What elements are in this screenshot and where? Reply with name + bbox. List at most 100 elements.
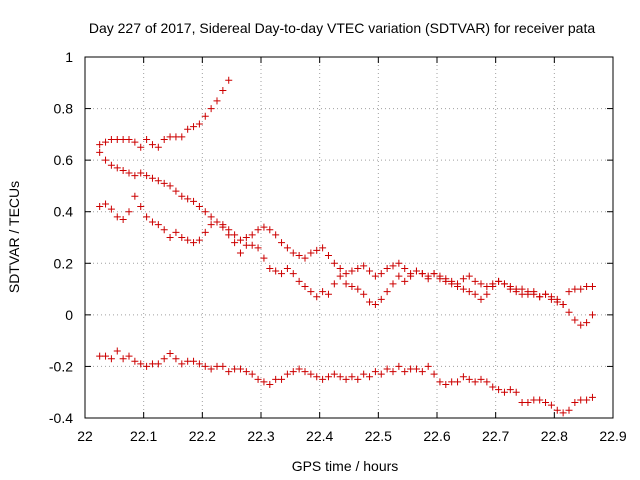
data-point [377, 270, 385, 278]
data-point [512, 288, 520, 296]
data-point [260, 223, 268, 231]
data-point [307, 370, 315, 378]
data-point [272, 267, 280, 275]
data-point [330, 259, 338, 267]
data-point [366, 373, 374, 381]
data-point [160, 355, 168, 363]
data-point [383, 365, 391, 373]
data-point [336, 373, 344, 381]
data-point [389, 368, 397, 376]
data-point [389, 280, 397, 288]
y-tick-label: 0.2 [54, 255, 74, 271]
data-point [242, 368, 250, 376]
data-point [571, 399, 579, 407]
data-point [178, 360, 186, 368]
data-point [459, 285, 467, 293]
data-point [583, 396, 591, 404]
data-point [477, 295, 485, 303]
data-point [113, 136, 121, 144]
data-point [96, 141, 104, 149]
x-tick-label: 22.6 [423, 428, 450, 444]
data-point [254, 244, 262, 252]
data-point [477, 375, 485, 383]
data-point [207, 221, 215, 229]
data-point [577, 396, 585, 404]
data-point [154, 177, 162, 185]
data-point [459, 275, 467, 283]
data-point [295, 277, 303, 285]
series-satellite-d [96, 347, 596, 417]
data-point [254, 375, 262, 383]
y-tick-label: -0.4 [49, 410, 73, 426]
x-axis-label: GPS time / hours [292, 458, 399, 474]
data-point [565, 308, 573, 316]
data-point [172, 187, 180, 195]
data-point [518, 399, 526, 407]
data-point [518, 290, 526, 298]
data-point [154, 221, 162, 229]
data-point [512, 388, 520, 396]
data-point [324, 252, 332, 260]
data-point [348, 282, 356, 290]
data-points [96, 76, 596, 417]
data-point [324, 290, 332, 298]
data-point [289, 249, 297, 257]
data-point [213, 218, 221, 226]
data-point [184, 195, 192, 203]
data-point [430, 370, 438, 378]
data-point [377, 295, 385, 303]
data-point [360, 290, 368, 298]
y-axis-label: SDTVAR / TECUs [6, 181, 22, 293]
data-point [131, 357, 139, 365]
y-tick-label: 0.8 [54, 101, 74, 117]
x-tick-label: 22 [77, 428, 93, 444]
data-point [506, 386, 514, 394]
data-point [360, 370, 368, 378]
data-point [278, 375, 286, 383]
data-point [148, 141, 156, 149]
data-point [195, 236, 203, 244]
data-point [107, 161, 115, 169]
data-point [172, 133, 180, 141]
data-point [442, 277, 450, 285]
data-point [178, 192, 186, 200]
data-point [542, 290, 550, 298]
data-point [383, 288, 391, 296]
data-point [301, 282, 309, 290]
data-point [248, 370, 256, 378]
data-point [283, 244, 291, 252]
data-point [588, 311, 596, 319]
y-tick-label: 0.6 [54, 152, 74, 168]
data-point [143, 213, 151, 221]
data-point [236, 249, 244, 257]
data-point [588, 393, 596, 401]
data-point [571, 285, 579, 293]
y-tick-label: 0 [65, 307, 73, 323]
data-point [377, 370, 385, 378]
data-point [131, 138, 139, 146]
data-point [254, 226, 262, 234]
x-tick-label: 22.5 [365, 428, 392, 444]
data-point [342, 280, 350, 288]
data-point [119, 136, 127, 144]
data-point [412, 365, 420, 373]
data-point [266, 380, 274, 388]
data-point [131, 192, 139, 200]
data-point [184, 125, 192, 133]
data-point [483, 378, 491, 386]
data-point [524, 399, 532, 407]
data-point [190, 123, 198, 131]
data-point [201, 208, 209, 216]
data-point [148, 360, 156, 368]
data-point [260, 254, 268, 262]
data-point [577, 285, 585, 293]
data-point [190, 197, 198, 205]
data-point [154, 143, 162, 151]
data-point [248, 231, 256, 239]
data-point [407, 365, 415, 373]
data-point [236, 365, 244, 373]
data-point [107, 136, 115, 144]
data-point [102, 138, 110, 146]
data-point [553, 298, 561, 306]
